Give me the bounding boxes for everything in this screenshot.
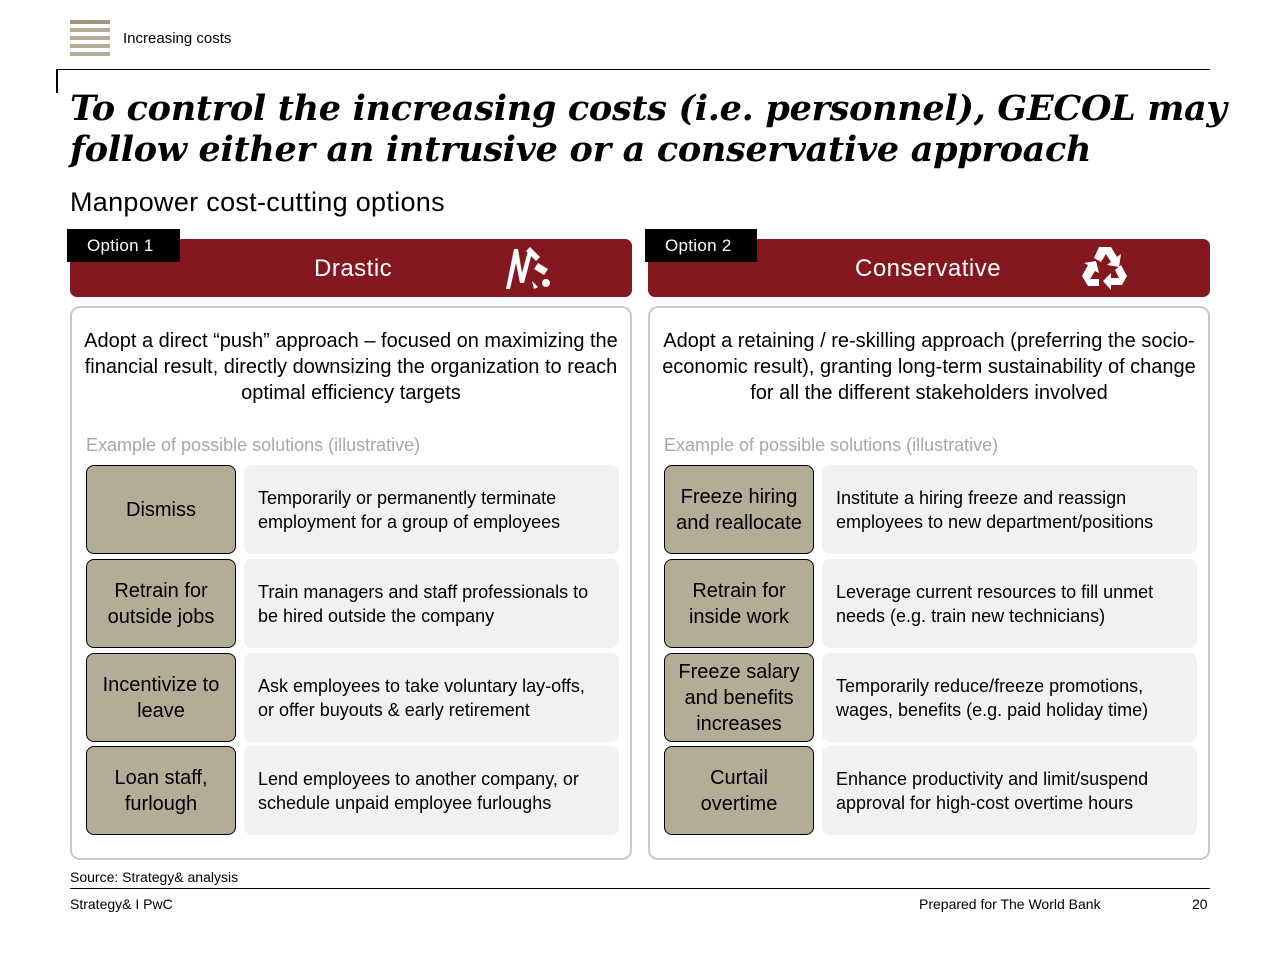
page-title: To control the increasing costs (i.e. pe… bbox=[70, 88, 1227, 170]
bottom-divider bbox=[70, 888, 1210, 889]
list-item: Dismiss Temporarily or permanently termi… bbox=[86, 465, 619, 554]
source-note: Source: Strategy& analysis bbox=[70, 869, 239, 885]
section-label: Increasing costs bbox=[123, 30, 232, 47]
top-divider-tick bbox=[56, 69, 58, 93]
solution-name: Dismiss bbox=[86, 465, 236, 554]
footer-prepared-for: Prepared for The World Bank bbox=[919, 896, 1101, 912]
option-2-tag: Option 2 bbox=[645, 229, 757, 262]
solution-description: Temporarily or permanently terminate emp… bbox=[244, 465, 619, 554]
option-2-panel: Adopt a retaining / re-skilling approach… bbox=[648, 306, 1210, 860]
solution-description: Lend employees to another company, or sc… bbox=[244, 746, 619, 835]
option-1-name: Drastic bbox=[314, 255, 393, 282]
solution-description: Enhance productivity and limit/suspend a… bbox=[822, 746, 1197, 835]
broken-chain-icon bbox=[506, 247, 550, 289]
list-item: Freeze salary and benefits increases Tem… bbox=[664, 653, 1197, 742]
list-item: Loan staff, furlough Lend employees to a… bbox=[86, 746, 619, 835]
page-number: 20 bbox=[1192, 896, 1208, 912]
list-item: Curtail overtime Enhance productivity an… bbox=[664, 746, 1197, 835]
list-item: Incentivize to leave Ask employees to ta… bbox=[86, 653, 619, 742]
option-1-intro: Adopt a direct “push” approach – focused… bbox=[84, 330, 618, 404]
solution-description: Train managers and staff professionals t… bbox=[244, 559, 619, 648]
list-item: Freeze hiring and reallocate Institute a… bbox=[664, 465, 1197, 554]
option-2-name: Conservative bbox=[855, 255, 1002, 282]
list-item: Retrain for inside work Leverage current… bbox=[664, 559, 1197, 648]
option-1-example-label: Example of possible solutions (illustrat… bbox=[86, 435, 421, 455]
footer-brand: Strategy& I PwC bbox=[70, 896, 173, 912]
option-2-example-label: Example of possible solutions (illustrat… bbox=[664, 435, 999, 455]
solution-description: Institute a hiring freeze and reassign e… bbox=[822, 465, 1197, 554]
option-1-tag: Option 1 bbox=[67, 229, 180, 262]
solution-name: Freeze hiring and reallocate bbox=[664, 465, 814, 554]
list-item: Retrain for outside jobs Train managers … bbox=[86, 559, 619, 648]
solution-description: Temporarily reduce/freeze promotions, wa… bbox=[822, 653, 1197, 742]
option-2-intro: Adopt a retaining / re-skilling approach… bbox=[662, 330, 1196, 404]
section-marker-icon bbox=[70, 20, 110, 57]
option-1-panel: Adopt a direct “push” approach – focused… bbox=[70, 306, 632, 860]
recycle-icon bbox=[1082, 247, 1127, 290]
top-divider bbox=[56, 69, 1210, 70]
solution-name: Retrain for outside jobs bbox=[86, 559, 236, 648]
solution-name: Loan staff, furlough bbox=[86, 746, 236, 835]
solution-description: Ask employees to take voluntary lay-offs… bbox=[244, 653, 619, 742]
solution-name: Incentivize to leave bbox=[86, 653, 236, 742]
solution-name: Curtail overtime bbox=[664, 746, 814, 835]
solution-name: Retrain for inside work bbox=[664, 559, 814, 648]
solution-description: Leverage current resources to fill unmet… bbox=[822, 559, 1197, 648]
solution-name: Freeze salary and benefits increases bbox=[664, 653, 814, 742]
page-subtitle: Manpower cost-cutting options bbox=[70, 187, 445, 217]
